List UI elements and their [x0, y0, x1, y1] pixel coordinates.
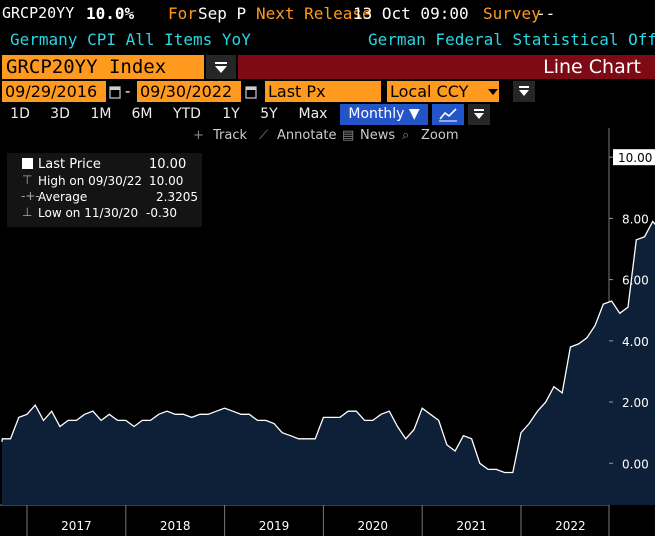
chart-options-button[interactable] — [468, 104, 490, 125]
legend-last-value: 10.00 — [149, 157, 187, 172]
options-dropdown-button[interactable] — [513, 81, 535, 102]
end-calendar-icon[interactable] — [245, 84, 257, 99]
legend-last-label: Last Price — [38, 157, 101, 172]
series-line-last-price — [1, 220, 655, 474]
range-bar: 09/29/2016 - 09/30/2022 Last Px Local CC… — [0, 81, 655, 102]
frequency-select[interactable]: Monthly ▼ — [340, 104, 428, 125]
period-5y-button[interactable]: 5Y — [260, 106, 278, 122]
period-1d-button[interactable]: 1D — [10, 106, 30, 122]
legend[interactable]: Last Price 10.00 ⊤ High on 09/30/22 10.0… — [7, 153, 202, 227]
zoom-button[interactable]: Zoom — [421, 128, 459, 143]
currency-chevron-icon — [488, 89, 498, 95]
currency-select[interactable]: Local CCY — [387, 81, 499, 102]
period-bar: 1D 3D 1M 6M YTD 1Y 5Y Max Monthly ▼ — [0, 104, 655, 125]
last-value-tag-label: 10.00 — [618, 151, 652, 165]
security-input[interactable]: GRCP20YY Index — [2, 55, 204, 79]
next-release-label: Next Release — [256, 4, 372, 23]
ticker-label: GRCP20YY — [2, 4, 75, 22]
field-select[interactable]: Last Px — [265, 81, 381, 102]
legend-avg-label: Average — [38, 190, 88, 204]
date-separator: - — [125, 82, 131, 100]
news-icon: ▤ — [342, 128, 355, 143]
crosshair-icon: + — [193, 128, 204, 143]
legend-high-value: 10.00 — [149, 174, 184, 188]
low-marker-icon: ⊥ — [22, 205, 33, 219]
x-tick-label: 2017 — [61, 519, 92, 533]
description: Germany CPI All Items YoY — [10, 30, 251, 49]
news-button[interactable]: News — [360, 128, 396, 143]
y-tick-label: 8.00 — [622, 212, 649, 226]
end-date-input[interactable]: 09/30/2022 — [137, 81, 241, 102]
chart-type-button[interactable] — [432, 104, 464, 125]
track-button[interactable]: Track — [213, 128, 248, 143]
for-value: Sep P — [198, 4, 247, 23]
annotate-button[interactable]: Annotate — [277, 128, 337, 143]
x-tick-label: 2021 — [456, 519, 487, 533]
x-tick-label: 2019 — [259, 519, 290, 533]
last-value: 10.0% — [86, 4, 135, 23]
line-chart-icon — [439, 108, 457, 122]
security-bar: GRCP20YY Index Line Chart — [0, 55, 655, 79]
period-3d-button[interactable]: 3D — [50, 106, 70, 122]
last-price-swatch — [22, 158, 33, 169]
for-label: For — [168, 4, 197, 23]
source: German Federal Statistical Office — [368, 30, 655, 49]
tools-bar: + Track ⟋ Annotate ▤ News ⌕ Zoom — [186, 127, 466, 146]
legend-low-value: -0.30 — [146, 206, 178, 220]
period-max-button[interactable]: Max — [298, 106, 328, 122]
zoom-icon: ⌕ — [402, 128, 410, 143]
series-area — [2, 221, 655, 505]
header-row-1: GRCP20YY 10.0% For Sep P Next Release 13… — [0, 2, 655, 24]
y-tick-label: 2.00 — [622, 396, 649, 410]
last-value-tag — [613, 149, 655, 166]
filter-icon — [519, 86, 529, 96]
filter-icon — [474, 109, 484, 119]
security-dropdown-button[interactable] — [206, 55, 236, 79]
high-marker-icon: ⊤ — [22, 173, 33, 187]
next-release-value: 13 Oct 09:00 — [353, 4, 469, 23]
pencil-icon: ⟋ — [259, 128, 269, 143]
x-tick-label: 2022 — [555, 519, 586, 533]
view-title: Line Chart — [238, 55, 655, 79]
start-calendar-icon[interactable] — [109, 84, 121, 99]
filter-icon — [215, 62, 227, 73]
legend-high-label: High on 09/30/22 — [38, 174, 143, 188]
survey-value: -- — [536, 4, 556, 23]
y-tick-label: 0.00 — [622, 457, 649, 471]
period-ytd-button[interactable]: YTD — [173, 106, 201, 122]
period-1m-button[interactable]: 1M — [90, 106, 112, 122]
x-tick-label: 2018 — [160, 519, 191, 533]
y-tick-label: 6.00 — [622, 274, 649, 288]
average-marker-icon: -+- — [21, 189, 40, 203]
period-6m-button[interactable]: 6M — [131, 106, 153, 122]
period-1y-button[interactable]: 1Y — [222, 106, 240, 122]
y-tick-label: 4.00 — [622, 335, 649, 349]
survey-label: Survey — [483, 4, 541, 23]
header-row-2: Germany CPI All Items YoY German Federal… — [0, 28, 655, 50]
legend-avg-value: 2.3205 — [156, 190, 198, 204]
legend-low-label: Low on 11/30/20 — [38, 206, 139, 220]
start-date-input[interactable]: 09/29/2016 — [2, 81, 106, 102]
x-tick-label: 2020 — [358, 519, 389, 533]
